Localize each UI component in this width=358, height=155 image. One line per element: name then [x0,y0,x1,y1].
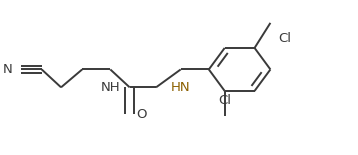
Text: N: N [3,63,13,76]
Text: Cl: Cl [278,32,291,45]
Text: HN: HN [171,81,190,94]
Text: Cl: Cl [218,94,231,107]
Text: NH: NH [101,81,120,94]
Text: O: O [137,108,147,121]
